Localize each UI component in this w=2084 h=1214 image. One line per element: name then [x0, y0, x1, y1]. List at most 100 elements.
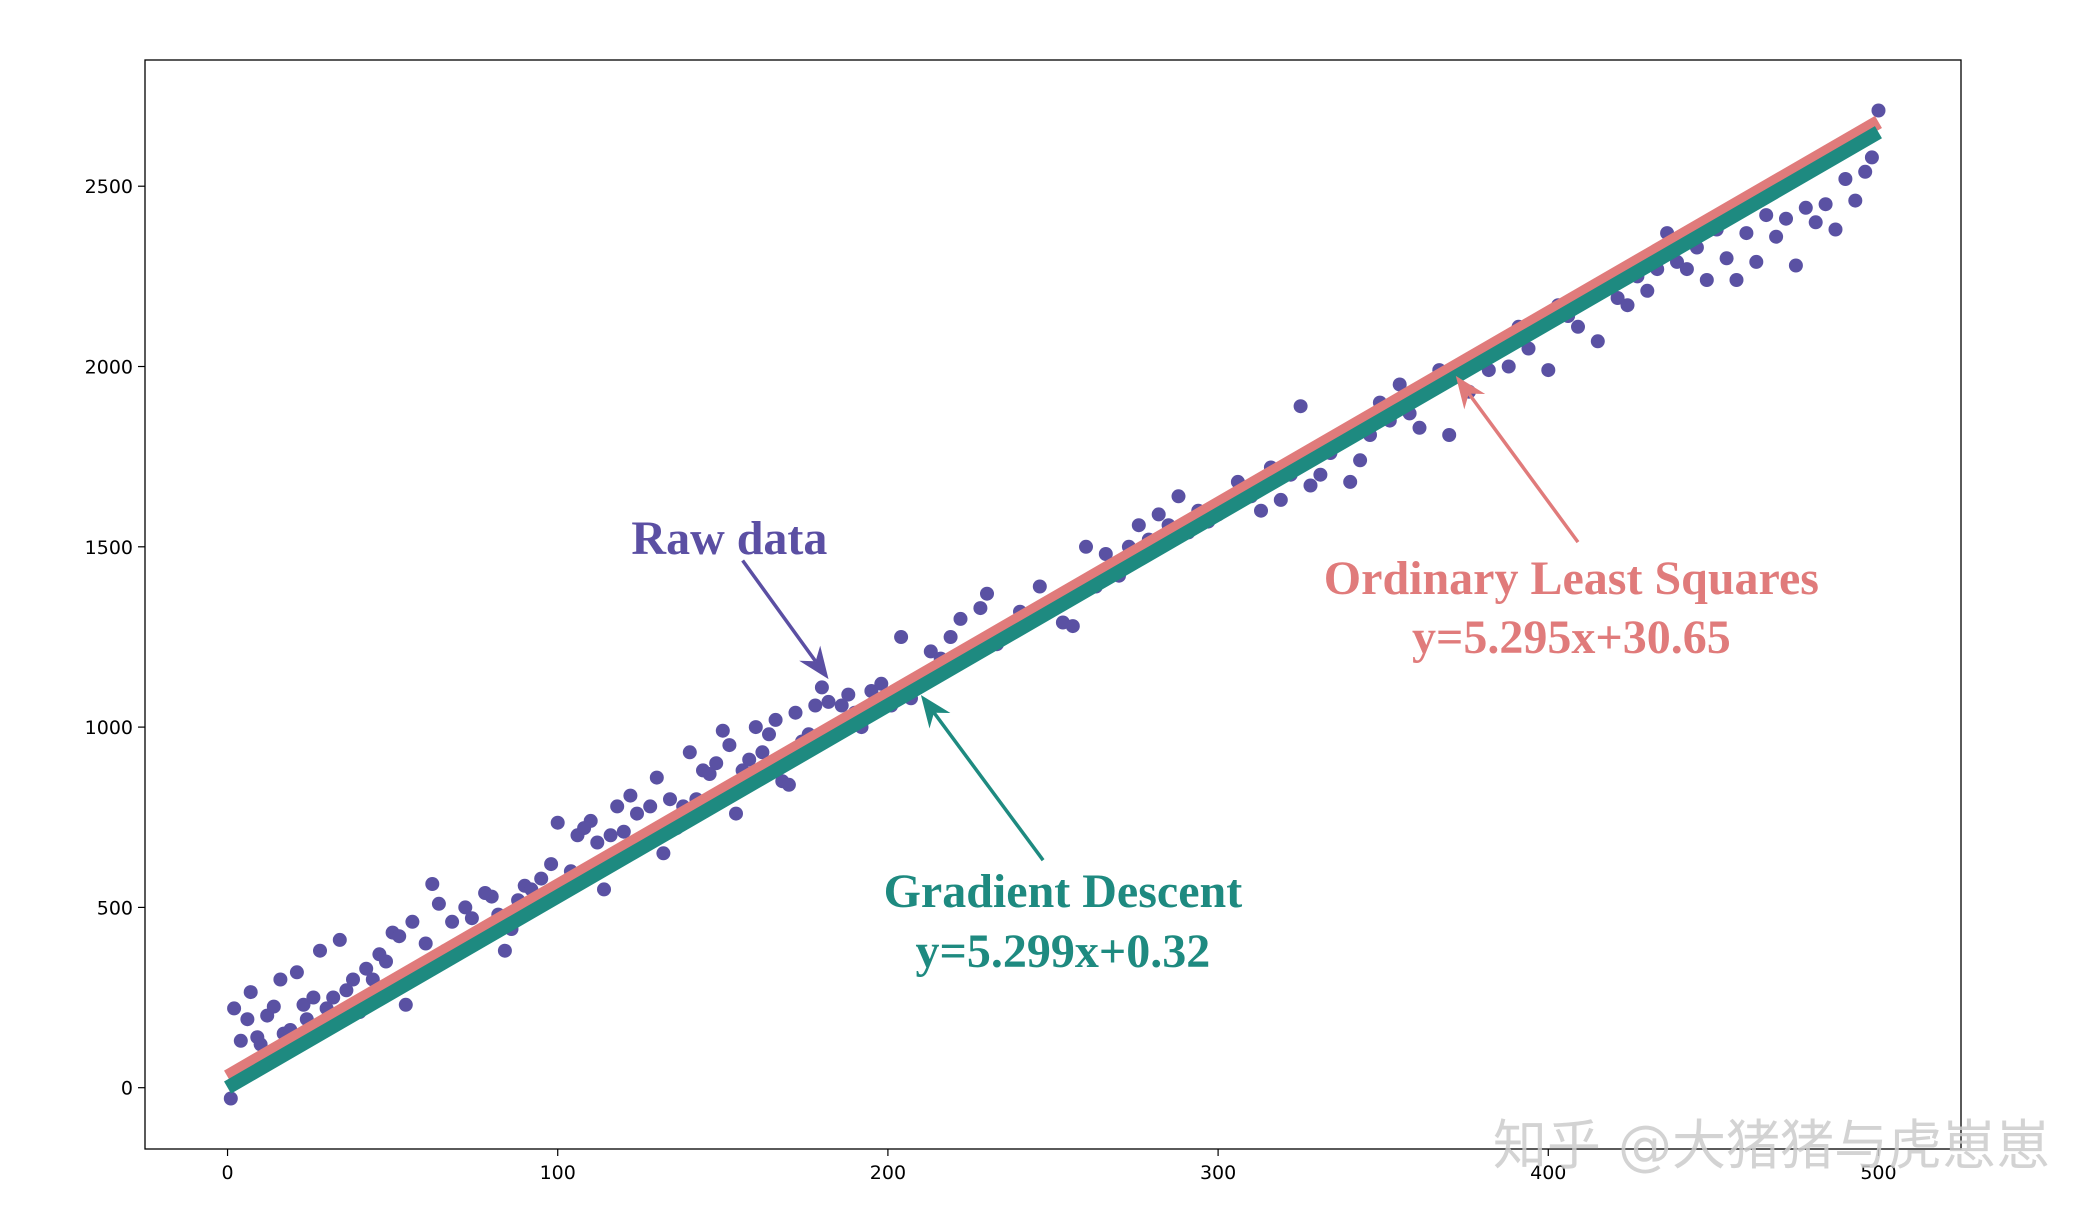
- x-tick-label: 500: [1860, 1162, 1896, 1184]
- raw-data-point: [1864, 150, 1879, 165]
- raw-data-point: [1679, 262, 1694, 277]
- raw-data-point: [346, 972, 360, 987]
- y-tick-label: 0: [121, 1078, 133, 1100]
- gd-arrow: [920, 695, 1045, 862]
- raw-data-point: [550, 815, 565, 830]
- raw-data-point: [1699, 273, 1714, 287]
- raw-data-point: [1521, 341, 1536, 356]
- raw-data-point: [1798, 200, 1813, 215]
- raw-data-point: [590, 835, 605, 850]
- raw-data-point: [1871, 103, 1886, 118]
- raw-data-point: [1808, 215, 1823, 230]
- raw-data-point: [1838, 172, 1853, 186]
- raw-data-point: [379, 954, 393, 969]
- arrow-shaft: [932, 711, 1045, 862]
- raw-data-point: [1273, 492, 1288, 507]
- raw-data-point: [715, 723, 730, 738]
- raw-data-point: [398, 997, 413, 1012]
- raw-data-point: [425, 877, 440, 891]
- raw-data-point: [1254, 503, 1268, 518]
- gd-annotation-equation: y=5.299x+0.32: [916, 925, 1211, 978]
- raw-data-point: [788, 705, 803, 720]
- raw-data-point: [616, 824, 631, 839]
- raw-data-point: [814, 680, 829, 695]
- raw-data-point: [1541, 363, 1556, 378]
- raw-data-point: [923, 644, 938, 659]
- raw-data-point: [1065, 619, 1080, 634]
- raw-data-point: [1759, 208, 1774, 223]
- ols-fit-line: [224, 115, 1882, 1083]
- raw-data-point: [755, 745, 770, 760]
- x-axis-ticks: 0 100 200 300 400 500: [221, 1149, 1897, 1184]
- raw-data-arrow: [741, 559, 829, 680]
- raw-data-point: [1501, 359, 1516, 374]
- y-tick-label: 2500: [85, 176, 133, 198]
- ols-arrow: [1455, 375, 1580, 544]
- raw-data-annotation: Raw data: [631, 512, 827, 565]
- raw-data-point: [1032, 579, 1047, 594]
- raw-data-point: [273, 972, 288, 987]
- raw-data-point: [1779, 211, 1793, 226]
- ols-annotation-equation: y=5.295x+30.65: [1412, 611, 1731, 664]
- raw-data-point: [1848, 193, 1863, 208]
- raw-data-point: [497, 943, 512, 958]
- y-tick-label: 500: [97, 897, 133, 919]
- raw-data-point: [682, 745, 697, 760]
- raw-data-point: [656, 846, 671, 861]
- raw-data-point: [1313, 467, 1328, 482]
- raw-data-point: [894, 630, 909, 644]
- raw-data-point: [1392, 377, 1407, 392]
- raw-data-point: [722, 738, 737, 753]
- raw-data-point: [1769, 229, 1784, 244]
- raw-data-point: [1818, 197, 1833, 212]
- y-tick-label: 2000: [85, 357, 133, 379]
- raw-data-point: [1293, 399, 1308, 414]
- raw-data-point: [1171, 489, 1186, 504]
- raw-data-point: [266, 999, 281, 1014]
- raw-data-point: [742, 752, 757, 767]
- raw-data-point: [534, 871, 549, 886]
- arrow-head: [799, 645, 829, 680]
- ols-annotation-title: Ordinary Least Squares: [1324, 552, 1819, 605]
- raw-data-point: [649, 770, 664, 785]
- raw-data-point: [953, 611, 968, 626]
- x-tick-label: 200: [870, 1162, 906, 1184]
- raw-data-point: [392, 929, 407, 944]
- raw-data-point: [1719, 251, 1734, 266]
- plot-frame: [144, 59, 1962, 1150]
- raw-data-point: [874, 676, 889, 691]
- raw-data-point: [240, 1012, 255, 1027]
- arrow-shaft: [1467, 392, 1580, 544]
- raw-data-point: [418, 936, 433, 951]
- raw-data-point: [227, 1001, 242, 1016]
- raw-data-point: [544, 857, 559, 872]
- y-tick-label: 1500: [85, 537, 133, 559]
- raw-data-point: [306, 990, 321, 1005]
- raw-data-point: [643, 799, 658, 814]
- raw-data-point: [243, 985, 258, 1000]
- raw-data-point: [603, 828, 618, 843]
- raw-data-point: [332, 932, 347, 947]
- raw-data-point: [289, 965, 304, 980]
- arrow-head: [920, 695, 951, 729]
- raw-data-point: [630, 806, 644, 821]
- raw-data-point: [841, 687, 856, 702]
- raw-data-point: [223, 1091, 238, 1106]
- raw-data-point: [610, 799, 625, 814]
- x-tick-label: 300: [1200, 1162, 1236, 1184]
- raw-data-point: [296, 997, 311, 1012]
- raw-data-point: [762, 727, 776, 742]
- raw-data-point: [729, 806, 743, 821]
- raw-data-point: [943, 630, 958, 644]
- raw-data-point: [597, 882, 611, 897]
- raw-data-point: [1749, 254, 1764, 269]
- raw-data-point: [464, 911, 479, 926]
- raw-data-point: [1442, 428, 1457, 442]
- raw-data-point: [973, 601, 988, 616]
- gradient-descent-fit-line: [224, 126, 1882, 1094]
- raw-data-point: [458, 900, 473, 915]
- gd-annotation-title: Gradient Descent: [884, 865, 1243, 918]
- raw-data-point: [1828, 222, 1843, 237]
- raw-data-point: [1729, 273, 1744, 287]
